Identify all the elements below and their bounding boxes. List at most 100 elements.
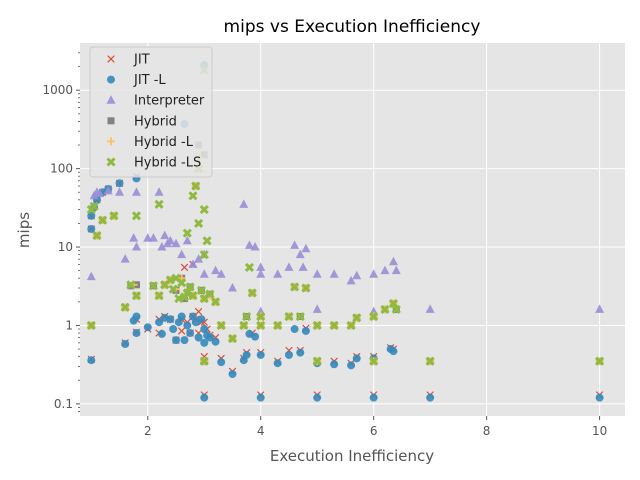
- data-point: [352, 313, 362, 323]
- data-point: [148, 233, 158, 242]
- data-point: [171, 238, 181, 248]
- data-point: [200, 325, 209, 334]
- data-point: [425, 304, 435, 313]
- data-point: [250, 242, 260, 251]
- legend: JIT JIT -L Interpreter Hybrid Hybrid -L Hybri…: [89, 46, 213, 178]
- data-point: [217, 358, 226, 367]
- data-point: [256, 311, 266, 322]
- data-point: [216, 320, 226, 331]
- data-point: [191, 181, 201, 191]
- data-point: [87, 356, 96, 365]
- data-point: [273, 320, 283, 331]
- x-axis-label: Execution Inefficiency: [270, 447, 434, 465]
- y-tick-label: 0.1: [54, 397, 73, 411]
- data-point: [200, 338, 209, 347]
- data-point: [157, 242, 167, 251]
- y-tick-label: 1000: [42, 83, 73, 97]
- data-point: [197, 315, 206, 324]
- data-point: [182, 288, 192, 298]
- data-point: [298, 262, 308, 271]
- data-point: [177, 312, 186, 321]
- data-point: [369, 356, 379, 366]
- data-point: [182, 235, 192, 245]
- data-point: [295, 311, 305, 322]
- data-point: [103, 185, 113, 195]
- x-tick-label: 2: [144, 424, 152, 438]
- data-point: [202, 236, 212, 246]
- data-point: [188, 259, 198, 268]
- data-point: [329, 320, 339, 331]
- data-point: [154, 187, 164, 196]
- data-point: [182, 228, 192, 238]
- y-tick-label: 1: [65, 318, 73, 332]
- data-point: [199, 269, 209, 278]
- data-point: [301, 283, 311, 293]
- data-point: [194, 307, 203, 316]
- legend-entry: Hybrid: [107, 114, 177, 129]
- data-point: [194, 254, 204, 263]
- data-point: [256, 393, 265, 402]
- data-point: [227, 283, 237, 292]
- data-point: [329, 269, 339, 278]
- data-point: [369, 269, 379, 278]
- data-point: [188, 191, 198, 201]
- data-point: [169, 325, 178, 334]
- data-point: [154, 199, 164, 209]
- data-point: [205, 289, 215, 299]
- chart-title: mips vs Execution Inefficiency: [224, 17, 481, 37]
- data-point: [312, 269, 322, 278]
- data-point: [87, 224, 96, 233]
- x-tick-label: 8: [483, 424, 491, 438]
- data-point: [388, 299, 399, 309]
- data-point: [194, 333, 203, 342]
- data-point: [239, 320, 249, 331]
- data-point: [185, 282, 195, 292]
- x-tick-label: 10: [592, 424, 607, 438]
- data-point: [247, 288, 257, 298]
- data-point: [256, 262, 266, 271]
- data-point: [86, 271, 96, 281]
- data-point: [143, 233, 153, 242]
- data-point: [284, 311, 294, 322]
- data-point: [369, 393, 378, 402]
- y-axis-label: mips: [15, 212, 33, 248]
- data-point: [296, 348, 305, 357]
- data-point: [290, 240, 300, 249]
- data-point: [174, 294, 184, 304]
- series-1: [87, 60, 604, 402]
- series-2: [86, 185, 605, 316]
- data-point: [369, 311, 379, 322]
- data-point: [251, 332, 260, 341]
- data-point: [180, 336, 189, 345]
- legend-label: JIT -L: [133, 73, 166, 88]
- data-point: [199, 356, 209, 366]
- data-point: [301, 243, 311, 253]
- data-point: [425, 356, 435, 366]
- legend-marker: [107, 137, 115, 146]
- legend-label: JIT: [133, 53, 150, 68]
- data-point: [188, 291, 198, 301]
- y-tick-label: 100: [50, 162, 73, 176]
- data-point: [98, 215, 108, 225]
- legend-entry: JIT: [107, 53, 150, 68]
- data-point: [380, 265, 390, 275]
- legend-entry: JIT -L: [107, 73, 166, 88]
- data-point: [244, 240, 254, 249]
- data-point: [154, 291, 164, 301]
- legend-marker: [107, 75, 115, 84]
- data-point: [391, 265, 401, 275]
- data-point: [183, 321, 192, 330]
- data-point: [284, 262, 294, 271]
- legend-marker: [106, 157, 116, 167]
- data-point: [165, 235, 175, 245]
- data-point: [312, 304, 322, 313]
- data-point: [242, 350, 251, 359]
- data-point: [132, 329, 141, 338]
- data-point: [256, 269, 266, 278]
- data-point: [95, 188, 105, 198]
- data-point: [92, 231, 102, 241]
- data-point: [148, 281, 158, 291]
- legend-marker: [106, 95, 116, 104]
- data-point: [391, 304, 401, 314]
- data-point: [352, 270, 362, 280]
